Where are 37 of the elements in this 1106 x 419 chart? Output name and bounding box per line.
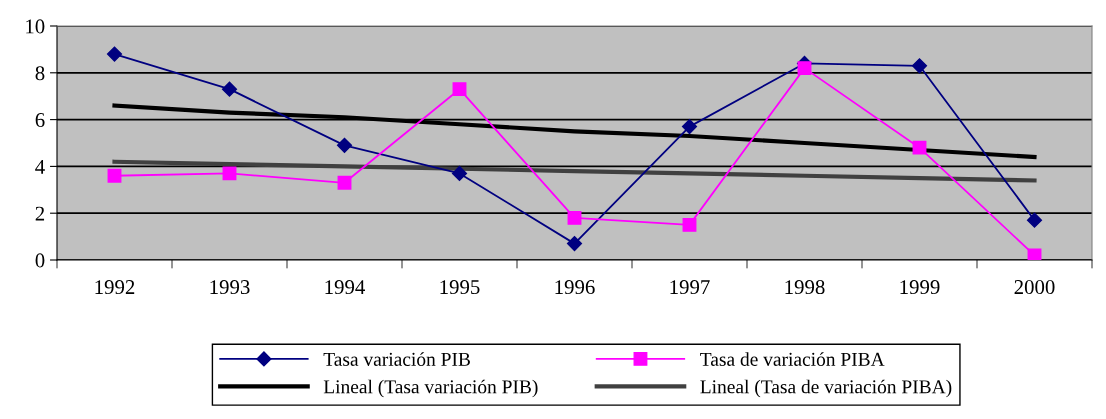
legend-label: Tasa de variación PIBA	[700, 352, 885, 366]
point	[1027, 248, 1042, 260]
point	[682, 217, 697, 232]
point	[912, 140, 927, 155]
point	[451, 165, 468, 181]
line-series	[112, 159, 1037, 183]
point	[567, 210, 582, 225]
y-tick-label: 4	[35, 159, 45, 174]
point	[452, 82, 467, 97]
point	[797, 61, 812, 76]
point	[222, 166, 237, 181]
y-tick-label: 8	[35, 66, 45, 81]
point	[1026, 212, 1043, 228]
x-tick-label: 1996	[555, 280, 595, 295]
legend-label: Lineal (Tasa de variación PIBA)	[700, 379, 952, 398]
legend-label: Lineal (Tasa variación PIB)	[323, 379, 538, 398]
point	[106, 46, 123, 62]
y-tick-label: 10	[26, 19, 45, 34]
point	[107, 168, 122, 183]
y-tick-label: 0	[35, 253, 45, 268]
x-tick-label: 1992	[95, 280, 135, 295]
x-tick-label: 1999	[900, 280, 940, 295]
point	[681, 119, 698, 135]
legend-label: Tasa variación PIB	[323, 352, 470, 366]
x-tick-label: 1997	[670, 280, 710, 295]
y-tick-label: 6	[35, 113, 45, 128]
point	[221, 81, 238, 97]
point	[911, 58, 928, 74]
point	[336, 137, 353, 153]
x-tick-label: 1994	[325, 280, 366, 295]
point	[337, 175, 352, 190]
point	[566, 236, 583, 252]
y-tick-label: 2	[35, 206, 45, 221]
x-tick-label: 1995	[440, 280, 480, 295]
x-tick-label: 1993	[210, 280, 250, 295]
x-tick-label: 1998	[785, 280, 825, 295]
x-tick-label: 2000	[1014, 280, 1055, 295]
